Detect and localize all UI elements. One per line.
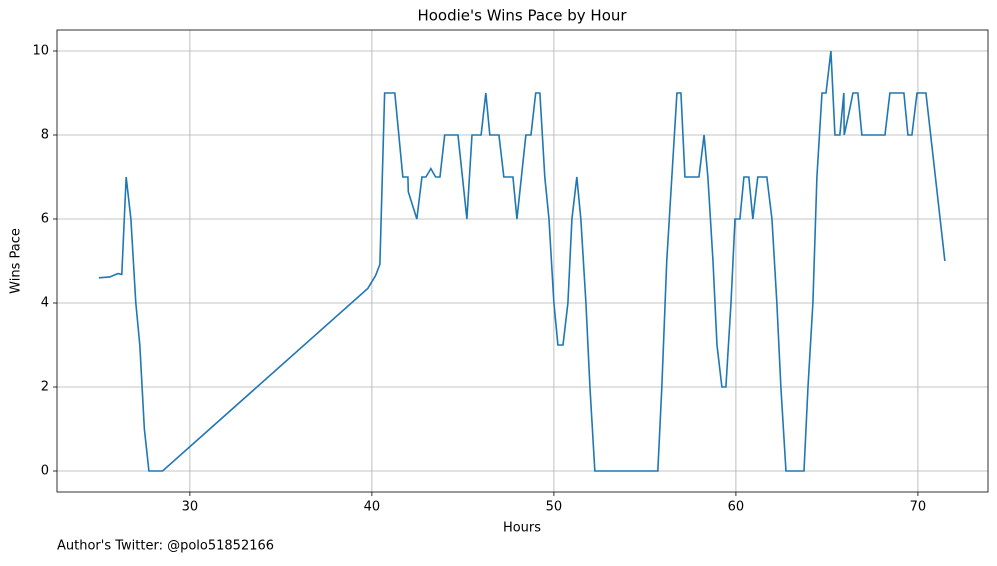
x-tick-label: 30 [182,500,199,515]
y-tick-label: 4 [41,296,49,311]
chart-title: Hoodie's Wins Pace by Hour [417,7,627,25]
x-tick-label: 40 [364,500,381,515]
y-tick-label: 0 [41,464,49,479]
y-tick-label: 10 [32,44,49,59]
plot-frame [56,29,989,493]
y-tick-label: 2 [41,380,49,395]
x-tick-label: 50 [546,500,563,515]
x-tick-label: 60 [728,500,745,515]
footnote: Author's Twitter: @polo51852166 [57,539,274,554]
y-axis-label: Wins Pace [9,228,24,294]
x-axis-label: Hours [503,521,541,536]
x-tick-label: 70 [910,500,927,515]
data-line [98,50,946,472]
y-tick-label: 6 [41,212,49,227]
y-tick-label: 8 [41,128,49,143]
